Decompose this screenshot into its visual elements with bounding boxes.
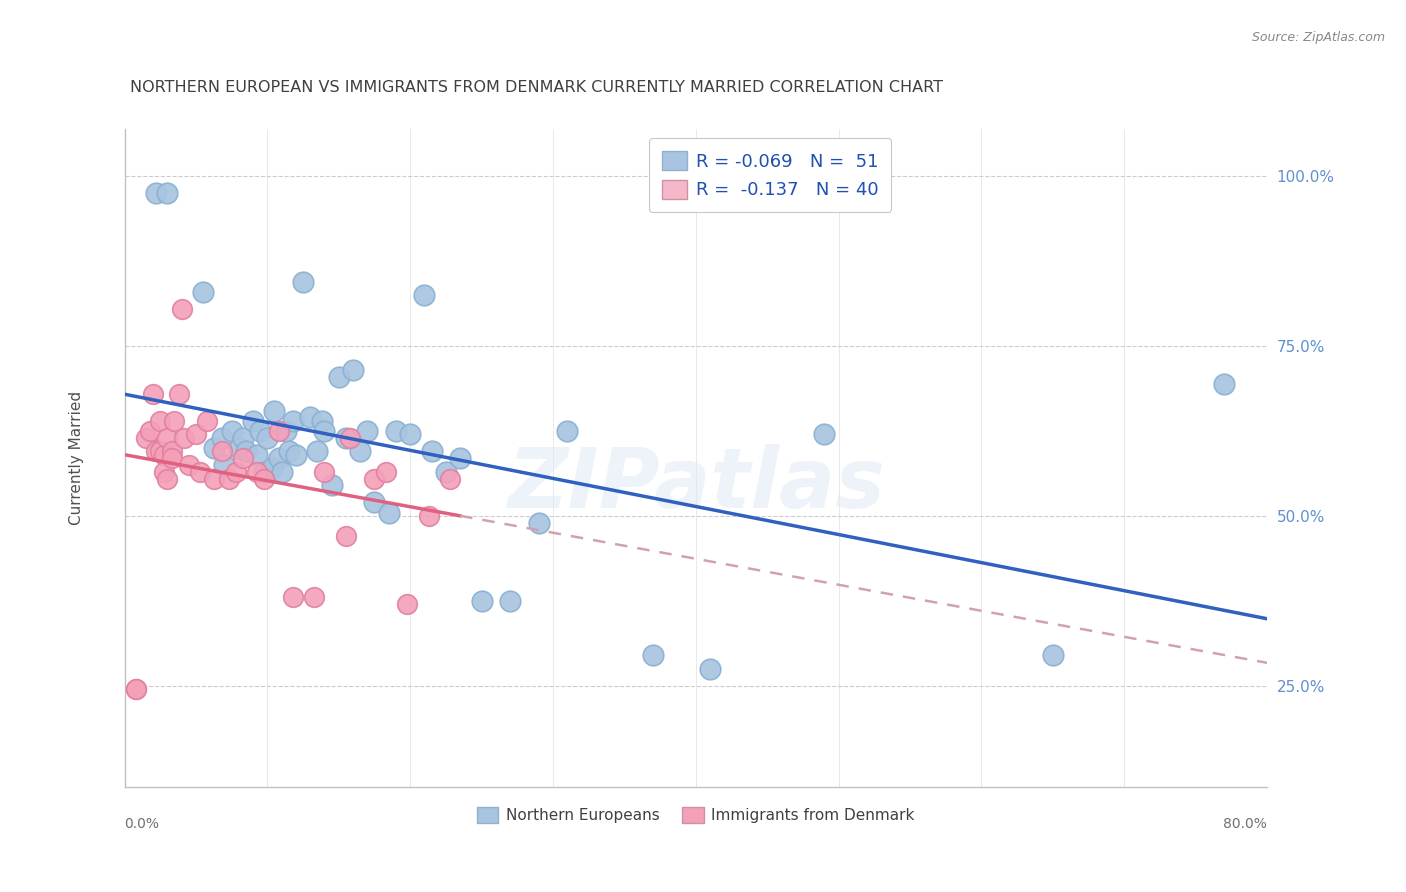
Point <box>335 431 357 445</box>
Point <box>195 414 218 428</box>
Point <box>307 444 329 458</box>
Point <box>142 386 165 401</box>
Point <box>188 465 211 479</box>
Point <box>228 441 250 455</box>
Point <box>399 427 422 442</box>
Point <box>225 465 247 479</box>
Point <box>304 591 326 605</box>
Point <box>418 508 440 523</box>
Point <box>641 648 664 662</box>
Text: ZIPatlas: ZIPatlas <box>506 444 884 525</box>
Point <box>173 431 195 445</box>
Point <box>253 472 276 486</box>
Point <box>314 465 336 479</box>
Point <box>277 444 299 458</box>
Point <box>125 681 148 696</box>
Point <box>342 363 364 377</box>
Point <box>321 478 343 492</box>
Text: NORTHERN EUROPEAN VS IMMIGRANTS FROM DENMARK CURRENTLY MARRIED CORRELATION CHART: NORTHERN EUROPEAN VS IMMIGRANTS FROM DEN… <box>131 79 943 95</box>
Point <box>235 444 257 458</box>
Point <box>555 424 578 438</box>
Point <box>242 414 264 428</box>
Point <box>499 594 522 608</box>
Point <box>274 424 297 438</box>
Point <box>204 441 226 455</box>
Point <box>167 386 190 401</box>
Point <box>314 424 336 438</box>
Point <box>267 451 290 466</box>
Point <box>260 461 283 475</box>
Point <box>170 301 193 316</box>
Text: Currently Married: Currently Married <box>69 392 84 525</box>
Text: Source: ZipAtlas.com: Source: ZipAtlas.com <box>1251 31 1385 45</box>
Point <box>125 681 148 696</box>
Point <box>246 465 269 479</box>
Point <box>160 444 183 458</box>
Point <box>813 427 835 442</box>
Point <box>191 285 214 299</box>
Point <box>232 451 254 466</box>
Point <box>246 448 269 462</box>
Point <box>281 414 304 428</box>
Point <box>253 465 276 479</box>
Point <box>349 444 371 458</box>
Point <box>156 431 179 445</box>
Point <box>221 424 243 438</box>
Point <box>328 369 350 384</box>
Point <box>385 424 408 438</box>
Point <box>396 597 419 611</box>
Point <box>284 448 307 462</box>
Point <box>204 472 226 486</box>
Point <box>149 414 172 428</box>
Point <box>156 472 179 486</box>
Point <box>145 444 167 458</box>
Point <box>292 275 315 289</box>
Point <box>281 591 304 605</box>
Point <box>135 431 157 445</box>
Point <box>153 465 176 479</box>
Point <box>439 472 461 486</box>
Point <box>249 424 271 438</box>
Point <box>363 495 385 509</box>
Point <box>699 662 721 676</box>
Point <box>160 451 183 466</box>
Point <box>1042 648 1064 662</box>
Point <box>434 465 457 479</box>
Point <box>413 288 436 302</box>
Point <box>374 465 396 479</box>
Point <box>470 594 492 608</box>
Point <box>263 403 285 417</box>
Text: 80.0%: 80.0% <box>1223 817 1267 831</box>
Point <box>339 431 361 445</box>
Point <box>270 465 292 479</box>
Point <box>267 424 290 438</box>
Point <box>163 414 186 428</box>
Point <box>256 431 278 445</box>
Point <box>153 448 176 462</box>
Point <box>218 472 240 486</box>
Text: 0.0%: 0.0% <box>125 817 159 831</box>
Point <box>311 414 333 428</box>
Point <box>1213 376 1236 391</box>
Point <box>177 458 200 472</box>
Point <box>420 444 443 458</box>
Point <box>299 410 322 425</box>
Point <box>211 444 233 458</box>
Point <box>214 458 236 472</box>
Point <box>211 431 233 445</box>
Point <box>377 506 399 520</box>
Point <box>149 444 172 458</box>
Point <box>449 451 471 466</box>
Point <box>232 431 254 445</box>
Legend: Northern Europeans, Immigrants from Denmark: Northern Europeans, Immigrants from Denm… <box>471 801 921 830</box>
Point <box>363 472 385 486</box>
Point <box>156 186 179 201</box>
Point <box>527 516 550 530</box>
Point <box>335 529 357 543</box>
Point <box>145 186 167 201</box>
Point <box>184 427 207 442</box>
Point <box>356 424 378 438</box>
Point <box>139 424 162 438</box>
